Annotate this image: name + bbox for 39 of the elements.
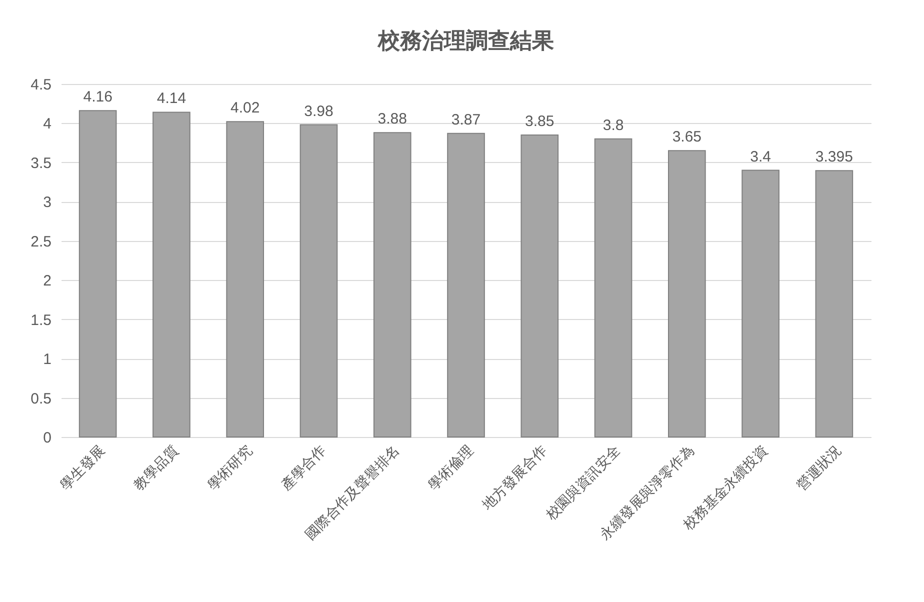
y-tick-label: 2.5 xyxy=(30,233,52,250)
y-tick-label: 2 xyxy=(43,272,52,290)
y-tick-label: 1 xyxy=(43,351,52,368)
y-tick-label: 0.5 xyxy=(30,390,52,408)
bar xyxy=(300,124,338,438)
y-tick-label: 3.5 xyxy=(30,154,52,172)
data-label: 3.98 xyxy=(304,102,334,120)
chart-title: 校務治理調查結果 xyxy=(377,28,555,53)
bar xyxy=(78,110,117,438)
data-label: 3.87 xyxy=(451,111,481,128)
data-label: 3.8 xyxy=(602,116,624,134)
data-label: 3.395 xyxy=(815,148,853,166)
data-label: 4.16 xyxy=(83,88,112,106)
bar xyxy=(815,170,854,438)
data-label: 3.85 xyxy=(525,112,554,130)
x-tick-label: 教學品質 xyxy=(130,442,182,493)
x-tick-label: 營運狀況 xyxy=(793,442,844,493)
data-label: 3.88 xyxy=(378,110,407,128)
y-tick-label: 4 xyxy=(43,116,52,133)
data-label: 3.4 xyxy=(750,148,771,166)
y-tick-label: 0 xyxy=(43,430,52,446)
data-label: 4.14 xyxy=(156,90,186,108)
bar xyxy=(520,134,559,438)
bar xyxy=(668,150,706,438)
x-tick-label: 學術研究 xyxy=(204,442,255,493)
bar xyxy=(447,132,485,438)
y-tick-label: 3 xyxy=(43,194,52,212)
x-tick-label: 產學合作 xyxy=(278,442,329,493)
data-label: 4.02 xyxy=(230,100,260,117)
bar xyxy=(594,138,632,438)
bar xyxy=(226,121,264,438)
x-tick-label: 學生發展 xyxy=(56,442,108,493)
x-tick-label: 學術倫理 xyxy=(424,442,476,493)
y-tick-label: 4.5 xyxy=(30,76,52,94)
bar xyxy=(152,112,190,438)
bar xyxy=(742,170,780,438)
y-tick-label: 1.5 xyxy=(30,312,52,329)
bar xyxy=(373,132,412,438)
data-label: 3.65 xyxy=(672,128,702,146)
